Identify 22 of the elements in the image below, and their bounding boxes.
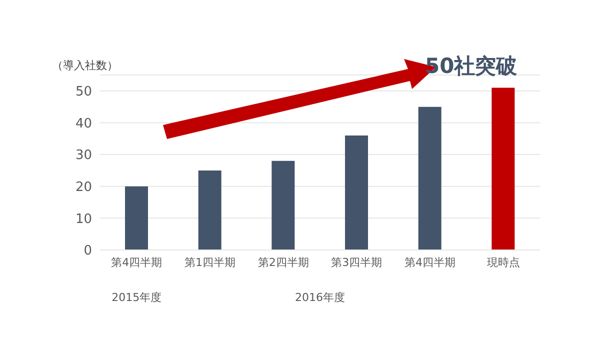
x-tick-label: 現時点 (486, 256, 520, 269)
y-tick-label: 0 (84, 244, 92, 259)
bar (492, 88, 515, 250)
x-tick-label: 第4四半期 (111, 256, 162, 269)
y-tick-label: 10 (75, 212, 92, 227)
text: 2015年度 (110, 290, 163, 305)
annotation: 50社突破 (425, 53, 518, 80)
y-tick-label: 30 (75, 148, 92, 164)
bar (345, 135, 368, 250)
bar (272, 160, 295, 250)
bar (125, 186, 148, 250)
y-axis-title: （導入社数） (52, 58, 118, 73)
bar (418, 106, 442, 250)
bar (198, 170, 222, 250)
text: 2016年度 (294, 290, 346, 305)
x-tick-label: 第1四半期 (184, 256, 236, 269)
x-tick-label: 第3四半期 (331, 256, 382, 269)
x-tick-label: 第4四半期 (404, 256, 456, 269)
y-tick-label: 20 (75, 180, 92, 195)
y-tick-label: 40 (75, 116, 92, 132)
x-tick-label: 第2四半期 (258, 256, 309, 269)
y-tick-label: 50 (75, 84, 92, 100)
